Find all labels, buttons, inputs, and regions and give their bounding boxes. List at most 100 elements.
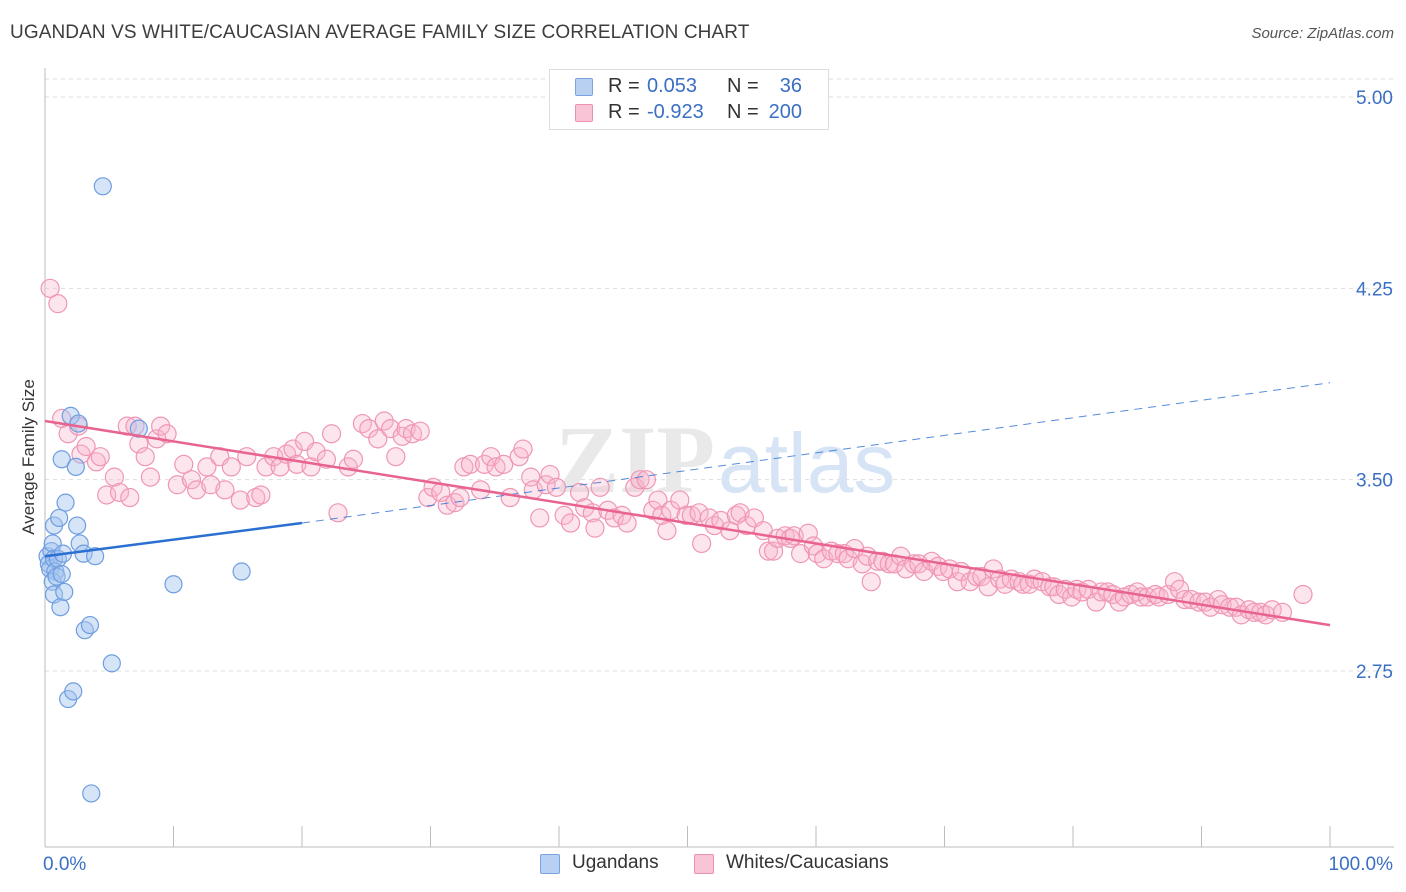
legend-n-value: 200 [768, 101, 802, 123]
data-point-white [554, 505, 574, 525]
data-point-ugandan [69, 414, 88, 433]
data-point-white [352, 413, 372, 434]
data-point-white [237, 447, 257, 467]
bottom-legend-label: Whites/Caucasians [726, 852, 889, 873]
data-point-white [48, 294, 68, 314]
bottom-legend-label: Ugandans [572, 852, 659, 873]
data-point-white [546, 477, 567, 497]
data-point-white [167, 475, 187, 495]
data-point-white [513, 439, 533, 459]
data-point-ugandan [55, 582, 74, 602]
data-point-white [530, 508, 550, 528]
data-point-white [328, 503, 348, 523]
legend-swatch-ugandans [575, 78, 593, 96]
data-point-white [763, 541, 784, 561]
data-point-white [181, 470, 202, 490]
data-point-white [630, 470, 650, 490]
data-point-ugandan [74, 544, 93, 563]
data-point-white [990, 569, 1010, 589]
data-point-ugandan [68, 516, 87, 535]
bottom-legend-whites[interactable]: Whites/Caucasians [694, 851, 914, 877]
data-point-white [494, 454, 514, 474]
data-point-ugandan [52, 564, 71, 584]
data-point-white [978, 577, 998, 597]
data-point-ugandan [86, 547, 105, 566]
x-tick-label-max: 100.0% [1329, 854, 1394, 875]
legend-n-label: N = [727, 75, 759, 97]
data-point-white [648, 490, 668, 510]
data-point-white [960, 572, 980, 592]
data-point-white [410, 421, 430, 441]
data-point-white [215, 480, 235, 500]
data-point-white [283, 439, 303, 459]
data-point-white [140, 467, 160, 487]
data-point-white [585, 518, 605, 538]
data-point-white [187, 480, 207, 500]
x-tick-label-min: 0.0% [43, 854, 86, 875]
data-point-white [500, 487, 520, 508]
data-point-white [230, 490, 250, 510]
stats-legend: R = 0.053 N = 36 R = -0.923 N = 200 [549, 69, 829, 130]
data-point-white [157, 424, 177, 444]
data-point-ugandan [102, 654, 121, 673]
data-point-ugandan [82, 784, 101, 803]
data-point-white [135, 447, 155, 467]
legend-row-whites: R = -0.923 N = 200 [550, 100, 828, 126]
trendlines [44, 382, 1331, 627]
data-point-ugandan [51, 598, 70, 617]
data-point-white [590, 477, 610, 497]
bottom-legend-ugandans[interactable]: Ugandans [540, 851, 680, 877]
y-tick-label: 3.50 [1356, 471, 1393, 492]
legend-r-value: -0.923 [647, 101, 704, 123]
data-point-white [569, 482, 590, 503]
data-point-white [657, 521, 677, 541]
y-axis-label: Average Family Size [19, 379, 38, 535]
data-point-white [40, 278, 60, 298]
legend-r-value: 0.053 [647, 75, 698, 97]
legend-n-value: 36 [779, 75, 802, 97]
legend-swatch-whites [575, 104, 593, 122]
data-point-white [474, 454, 495, 474]
series-ugandans-points [38, 177, 251, 803]
legend-r-label: R = [608, 75, 640, 97]
data-point-white [151, 416, 171, 436]
data-point-white [486, 457, 506, 477]
data-point-ugandan [52, 450, 71, 469]
y-tick-label: 5.00 [1356, 88, 1393, 109]
data-point-white [174, 454, 194, 474]
data-point-white [1293, 584, 1313, 605]
data-point-white [343, 449, 363, 469]
data-point-white [246, 487, 266, 508]
data-point-white [90, 447, 110, 467]
data-point-white [251, 485, 271, 505]
legend-n-label: N = [727, 101, 759, 123]
series-whites-points [40, 278, 1313, 625]
data-point-ugandan [66, 457, 85, 477]
data-point-white [604, 508, 624, 528]
data-point-white [636, 470, 656, 490]
y-tick-label: 4.25 [1356, 279, 1393, 300]
data-point-white [396, 419, 416, 439]
data-point-white [221, 457, 241, 477]
data-point-white [402, 424, 423, 444]
gridlines [45, 78, 1394, 672]
data-point-white [861, 572, 881, 592]
x-tick-labels: 0.0% 100.0% [43, 854, 1393, 875]
data-point-white [617, 513, 637, 533]
data-point-white [914, 561, 934, 582]
trendline-ugandans [44, 521, 303, 558]
trendline-ugandans-extension [301, 382, 1331, 524]
y-tick-label: 2.75 [1356, 662, 1393, 683]
data-point-white [1109, 592, 1129, 612]
data-point-ugandan [232, 562, 251, 581]
bottom-legend-swatch-whites [694, 854, 714, 874]
data-point-white [418, 487, 438, 508]
source-credit: Source: ZipAtlas.com [1251, 25, 1394, 42]
legend-r-label: R = [608, 101, 640, 123]
data-point-ugandan [47, 567, 66, 586]
data-point-white [374, 411, 394, 431]
watermark-atlas: atlas [718, 416, 895, 510]
data-point-white [76, 436, 96, 457]
data-point-white [560, 513, 581, 533]
